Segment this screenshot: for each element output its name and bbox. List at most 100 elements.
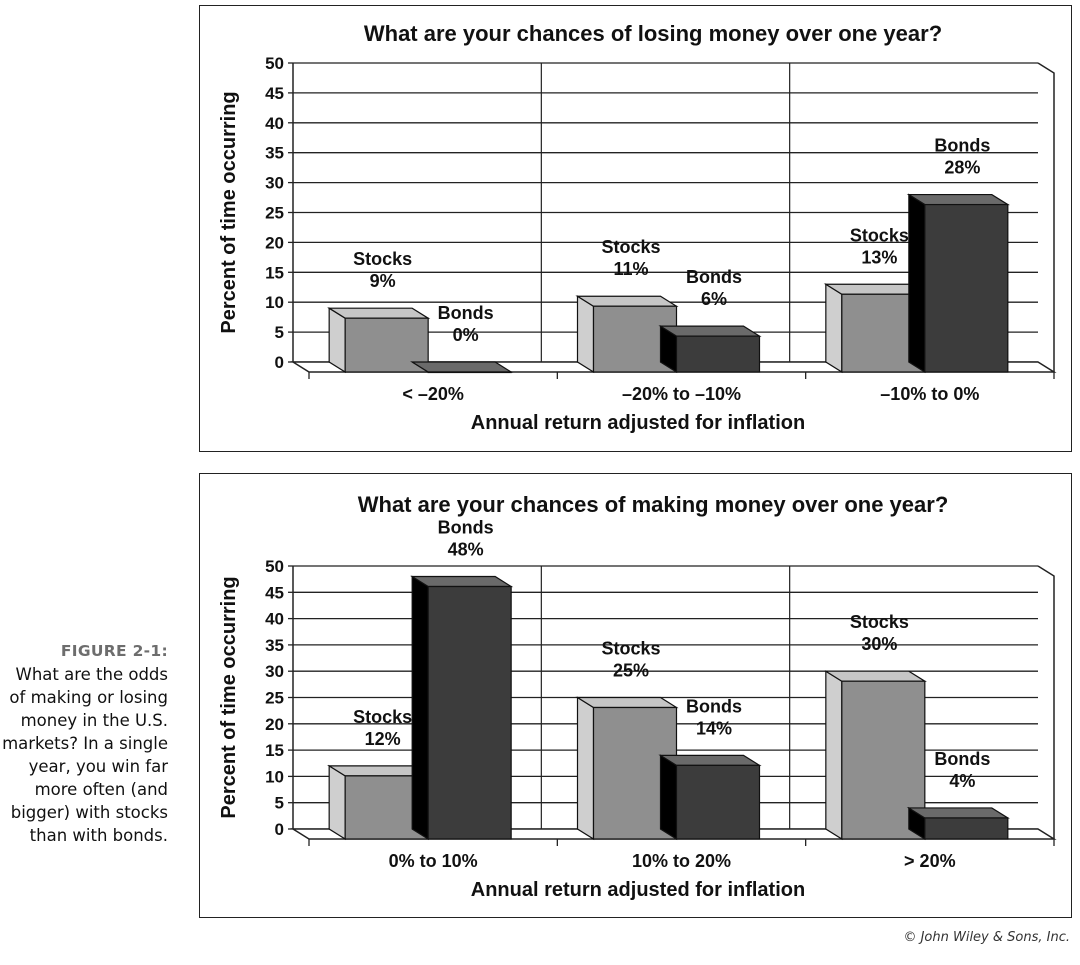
- making-money-chart: What are your chances of making money ov…: [218, 492, 1057, 901]
- bonds-bar: [410, 575, 514, 841]
- bar-side-face: [411, 575, 429, 841]
- y-tick-label: 0: [275, 820, 284, 839]
- bar-front-face: [924, 817, 1009, 840]
- bonds-bar: [906, 806, 1010, 841]
- bonds-bar: [658, 325, 762, 374]
- making-money-chart-panel: What are your chances of making money ov…: [199, 473, 1072, 918]
- bar-top-face: [575, 696, 679, 709]
- x-tick-label: –20% to –10%: [622, 384, 741, 404]
- y-tick-label: 25: [265, 689, 284, 708]
- y-tick-label: 50: [265, 54, 284, 73]
- y-tick-label: 5: [275, 794, 284, 813]
- y-axis-label: Percent of time occurring: [218, 91, 240, 333]
- x-tick-label: 10% to 20%: [632, 851, 731, 871]
- bar-value-label: 25%: [613, 661, 649, 681]
- stocks-bar: [823, 283, 927, 374]
- copyright-notice: © John Wiley & Sons, Inc.: [903, 930, 1070, 945]
- bar-side-face: [328, 764, 346, 841]
- x-axis-label: Annual return adjusted for inflation: [471, 412, 805, 434]
- bonds-bar: [906, 193, 1010, 374]
- losing-money-chart: What are your chances of losing money ov…: [218, 21, 1057, 434]
- bar-value-label: 14%: [696, 718, 732, 738]
- y-tick-label: 40: [265, 610, 284, 629]
- y-axis-label: Percent of time occurring: [218, 576, 240, 818]
- bar-value-label: 12%: [365, 729, 401, 749]
- bar-value-label: 28%: [944, 158, 980, 178]
- bar-front-face: [427, 371, 512, 374]
- bar-top-face: [823, 670, 927, 682]
- bar-series-label: Bonds: [686, 696, 742, 716]
- x-tick-label: 0% to 10%: [389, 851, 478, 871]
- y-tick-label: 10: [265, 767, 284, 786]
- bar-top-face: [410, 575, 514, 588]
- y-tick-label: 30: [265, 662, 284, 681]
- y-tick-label: 40: [265, 114, 284, 133]
- chart-title: What are your chances of losing money ov…: [364, 21, 942, 46]
- bar-series-label: Stocks: [353, 707, 412, 727]
- bar-series-label: Stocks: [601, 237, 660, 257]
- bar-series-label: Stocks: [850, 612, 909, 632]
- y-tick-label: 30: [265, 174, 284, 193]
- y-tick-label: 25: [265, 204, 284, 223]
- bar-series-label: Bonds: [438, 518, 494, 538]
- bar-value-label: 6%: [701, 289, 727, 309]
- y-tick-label: 45: [265, 84, 284, 103]
- bar-front-face: [427, 585, 512, 840]
- bar-value-label: 30%: [861, 634, 897, 654]
- bar-series-label: Stocks: [353, 249, 412, 269]
- bar-top-face: [906, 807, 1010, 819]
- figure-label: FIGURE 2-1:: [60, 642, 168, 660]
- y-tick-label: 35: [265, 636, 284, 655]
- bar-top-face: [410, 361, 514, 373]
- bar-front-face: [924, 203, 1009, 373]
- chart-title: What are your chances of making money ov…: [358, 492, 949, 517]
- bar-side-face: [576, 696, 595, 841]
- x-axis-label: Annual return adjusted for inflation: [471, 879, 805, 901]
- stocks-bar: [327, 307, 431, 374]
- y-tick-label: 5: [275, 323, 284, 342]
- figure-caption: FIGURE 2-1: What are the odds of making …: [0, 640, 168, 847]
- bonds-bar: [410, 361, 514, 374]
- bar-series-label: Stocks: [601, 639, 660, 659]
- bar-series-label: Bonds: [686, 267, 742, 287]
- bar-series-label: Stocks: [850, 225, 909, 245]
- x-tick-label: –10% to 0%: [880, 384, 979, 404]
- bar-side-face: [825, 283, 843, 374]
- y-tick-label: 50: [265, 557, 284, 576]
- figure-caption-text: What are the odds of making or losing mo…: [2, 665, 168, 845]
- bar-value-label: 11%: [613, 259, 648, 279]
- y-tick-label: 10: [265, 293, 284, 312]
- bar-side-face: [659, 754, 678, 841]
- bar-front-face: [675, 764, 761, 840]
- y-tick-label: 15: [265, 263, 284, 282]
- bar-side-face: [825, 670, 843, 841]
- bar-top-face: [658, 754, 762, 766]
- x-tick-label: < –20%: [402, 384, 464, 404]
- bar-side-face: [328, 307, 346, 374]
- bar-front-face: [675, 335, 761, 373]
- bar-series-label: Bonds: [438, 303, 494, 323]
- y-tick-label: 0: [275, 353, 284, 372]
- y-tick-label: 20: [265, 715, 284, 734]
- bonds-bar: [658, 754, 762, 841]
- bar-side-face: [908, 193, 926, 374]
- bar-value-label: 13%: [861, 247, 897, 267]
- y-tick-label: 35: [265, 144, 284, 163]
- y-tick-label: 15: [265, 741, 284, 760]
- bar-series-label: Bonds: [934, 749, 990, 769]
- right-wall-edge: [1037, 62, 1055, 372]
- bar-top-face: [658, 325, 762, 337]
- y-tick-label: 20: [265, 233, 284, 252]
- bar-top-face: [327, 307, 431, 319]
- bar-value-label: 9%: [370, 271, 396, 291]
- bar-side-face: [576, 295, 595, 374]
- y-tick-label: 45: [265, 583, 284, 602]
- x-tick-label: > 20%: [904, 851, 956, 871]
- bar-value-label: 4%: [949, 771, 975, 791]
- losing-money-chart-panel: What are your chances of losing money ov…: [199, 5, 1072, 452]
- bar-top-face: [906, 193, 1010, 206]
- right-wall-edge: [1037, 565, 1055, 839]
- bar-series-label: Bonds: [934, 136, 990, 156]
- bar-value-label: 0%: [453, 325, 479, 345]
- bar-top-face: [575, 295, 679, 307]
